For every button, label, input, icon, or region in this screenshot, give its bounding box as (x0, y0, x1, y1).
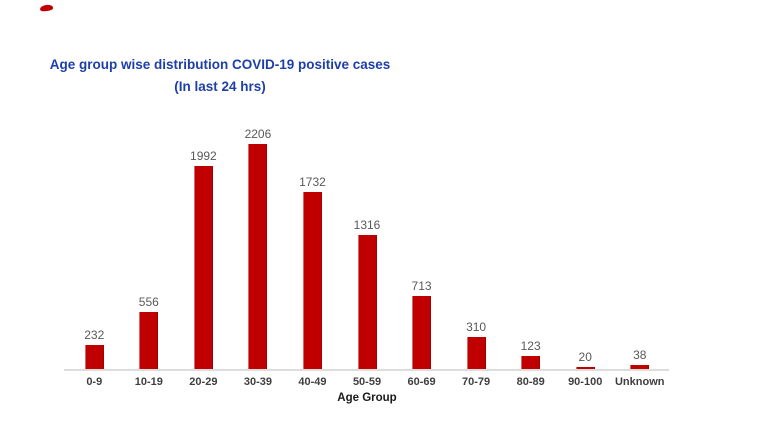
category-label: 80-89 (516, 376, 545, 388)
bar (466, 337, 486, 369)
bar (575, 367, 595, 369)
bar-value-label: 2206 (244, 127, 272, 141)
bar-slot: 38 (612, 0, 667, 369)
bars-row: 232 556 1992 2206 1732 1316 713 310 123 20 38 (67, 0, 667, 369)
red-corner-mark (39, 4, 54, 12)
bar (193, 166, 213, 369)
bar-value-label: 20 (578, 350, 592, 364)
bar (248, 144, 268, 369)
category-label: 60-69 (407, 376, 436, 388)
bar-slot: 2206 (231, 0, 286, 369)
chart-title-line1: Age group wise distribution COVID-19 pos… (49, 57, 391, 72)
x-axis-title: Age Group (337, 392, 397, 404)
category-label: 20-29 (189, 376, 218, 388)
bar (139, 312, 159, 369)
bar-slot: 1992 (176, 0, 231, 369)
chart-title: Age group wise distribution COVID-19 pos… (0, 57, 440, 94)
bar-slot: 1732 (285, 0, 340, 369)
bar-slot: 123 (503, 0, 558, 369)
bar (521, 356, 541, 369)
category-label: 10-19 (134, 376, 163, 388)
bar-slot: 1316 (340, 0, 395, 369)
bar-value-label: 713 (411, 279, 432, 293)
bar-value-label: 38 (633, 348, 647, 362)
bar-slot: 556 (122, 0, 177, 369)
bar-slot: 20 (558, 0, 613, 369)
bar (84, 345, 104, 369)
bar-value-label: 556 (138, 295, 159, 309)
bar (357, 235, 377, 369)
category-label: 50-59 (352, 376, 382, 388)
bar (412, 296, 432, 369)
bar-value-label: 1316 (353, 218, 381, 232)
bar-value-label: 123 (520, 339, 541, 353)
bar-value-label: 1992 (190, 149, 217, 163)
category-label: 30-39 (243, 376, 272, 388)
plot-area: 232 556 1992 2206 1732 1316 713 310 123 20 38 (67, 0, 667, 369)
bar (302, 192, 322, 369)
x-axis-line (64, 369, 669, 371)
category-label: Unknown (614, 376, 665, 388)
category-label: 40-49 (298, 376, 327, 388)
category-label: 90-100 (568, 376, 603, 388)
bar-slot: 232 (67, 0, 122, 369)
category-axis: 0-9 10-19 20-29 30-39 40-49 50-59 60-69 70-79 80… (67, 376, 667, 388)
bar-value-label: 232 (84, 328, 105, 342)
category-label: 70-79 (462, 376, 491, 388)
category-label: 0-9 (86, 376, 103, 388)
bar-slot: 310 (449, 0, 504, 369)
bar-slot: 713 (394, 0, 449, 369)
bar (630, 365, 650, 369)
chart-title-line2: (In last 24 hrs) (174, 79, 266, 94)
bar-value-label: 1732 (299, 175, 326, 189)
bar-value-label: 310 (466, 320, 487, 334)
